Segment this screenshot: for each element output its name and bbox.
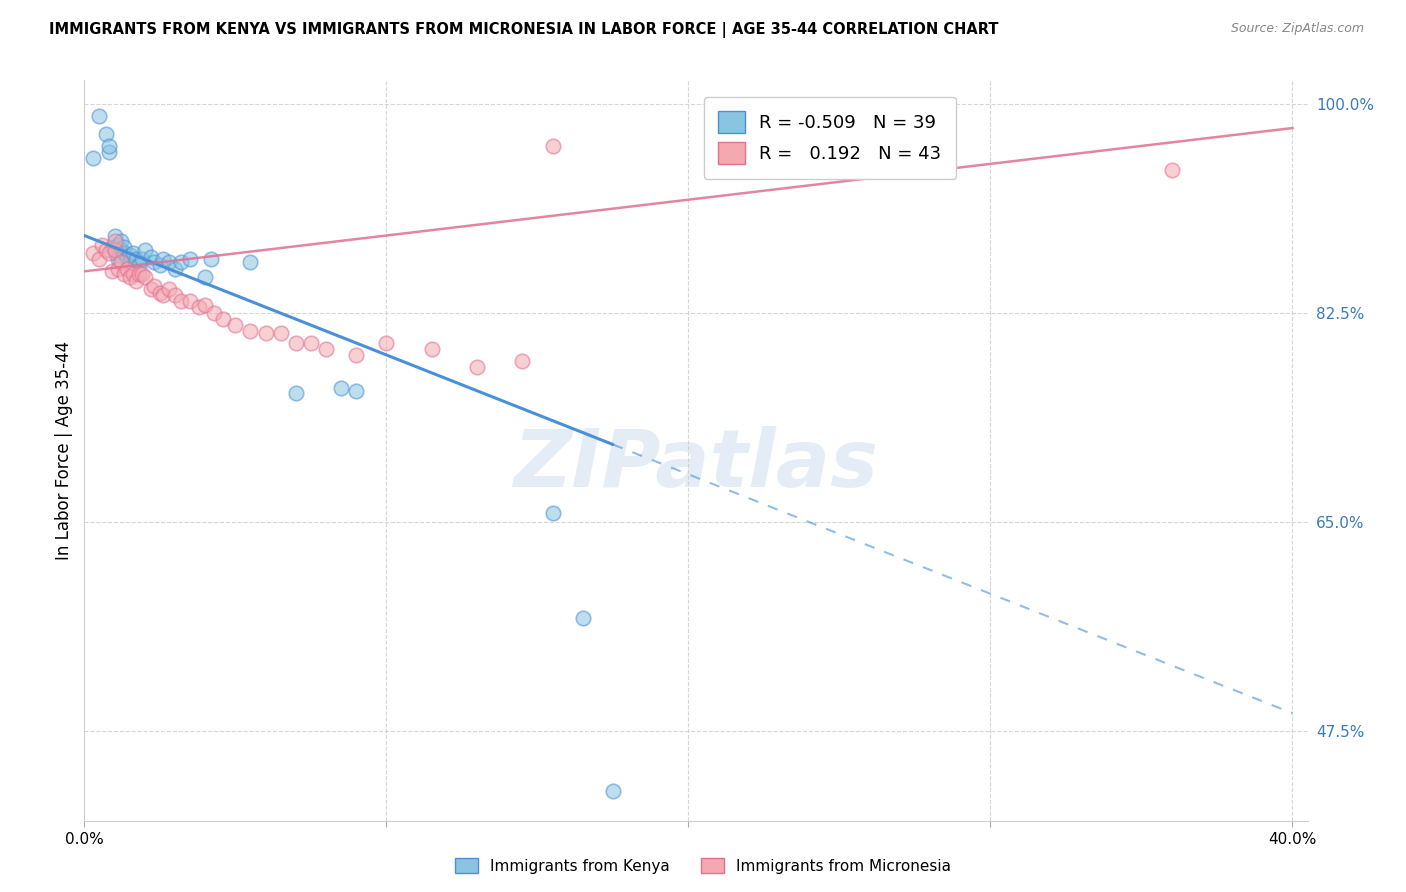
Legend: Immigrants from Kenya, Immigrants from Micronesia: Immigrants from Kenya, Immigrants from M… bbox=[449, 852, 957, 880]
Point bbox=[420, 342, 443, 356]
Point bbox=[163, 288, 186, 302]
Point bbox=[125, 274, 148, 288]
Point bbox=[134, 243, 156, 257]
Point bbox=[299, 336, 322, 351]
Point bbox=[254, 326, 277, 341]
Point bbox=[188, 300, 211, 314]
Point bbox=[157, 254, 180, 268]
Point bbox=[103, 228, 125, 243]
Point bbox=[100, 264, 122, 278]
Point bbox=[134, 270, 156, 285]
Point bbox=[82, 151, 104, 165]
Point bbox=[224, 318, 246, 332]
Point bbox=[94, 127, 117, 141]
Text: ZIPatlas: ZIPatlas bbox=[513, 426, 879, 504]
Point bbox=[110, 243, 132, 257]
Point bbox=[131, 252, 153, 267]
Point bbox=[142, 278, 165, 293]
Point bbox=[112, 267, 135, 281]
Point bbox=[541, 139, 564, 153]
Point bbox=[89, 252, 111, 267]
Point bbox=[152, 288, 174, 302]
Point bbox=[194, 270, 217, 285]
Point bbox=[330, 381, 353, 395]
Point bbox=[103, 243, 125, 257]
Point bbox=[157, 282, 180, 296]
Point bbox=[94, 243, 117, 257]
Point bbox=[571, 610, 593, 624]
Text: IMMIGRANTS FROM KENYA VS IMMIGRANTS FROM MICRONESIA IN LABOR FORCE | AGE 35-44 C: IMMIGRANTS FROM KENYA VS IMMIGRANTS FROM… bbox=[49, 22, 998, 38]
Point bbox=[465, 359, 488, 374]
Point bbox=[91, 238, 114, 252]
Point bbox=[97, 145, 120, 159]
Point bbox=[82, 246, 104, 260]
Point bbox=[179, 252, 201, 267]
Legend: R = -0.509   N = 39, R =   0.192   N = 43: R = -0.509 N = 39, R = 0.192 N = 43 bbox=[703, 96, 956, 178]
Point bbox=[121, 267, 143, 281]
Point bbox=[284, 386, 307, 401]
Point bbox=[97, 246, 120, 260]
Point bbox=[103, 235, 125, 249]
Point bbox=[344, 384, 367, 398]
Point bbox=[110, 235, 132, 249]
Point bbox=[239, 324, 262, 338]
Point bbox=[118, 247, 141, 261]
Point bbox=[194, 298, 217, 312]
Point bbox=[284, 336, 307, 351]
Point bbox=[115, 250, 138, 264]
Point bbox=[100, 240, 122, 254]
Point bbox=[375, 336, 398, 351]
Point bbox=[1160, 162, 1182, 177]
Point bbox=[118, 254, 141, 268]
Point bbox=[179, 294, 201, 309]
Point bbox=[344, 348, 367, 362]
Point bbox=[121, 246, 143, 260]
Point bbox=[128, 267, 150, 281]
Point bbox=[139, 250, 162, 264]
Point bbox=[107, 252, 129, 267]
Point bbox=[115, 262, 138, 277]
Point bbox=[112, 240, 135, 254]
Point bbox=[110, 254, 132, 268]
Point bbox=[239, 254, 262, 268]
Point bbox=[97, 139, 120, 153]
Point bbox=[541, 506, 564, 520]
Point bbox=[212, 312, 235, 326]
Point bbox=[152, 252, 174, 267]
Point bbox=[131, 267, 153, 281]
Point bbox=[510, 354, 533, 368]
Point bbox=[149, 285, 172, 300]
Y-axis label: In Labor Force | Age 35-44: In Labor Force | Age 35-44 bbox=[55, 341, 73, 560]
Point bbox=[107, 262, 129, 277]
Point bbox=[170, 294, 193, 309]
Point bbox=[200, 252, 222, 267]
Point bbox=[149, 259, 172, 273]
Point bbox=[118, 270, 141, 285]
Point bbox=[139, 282, 162, 296]
Point bbox=[142, 254, 165, 268]
Point bbox=[270, 326, 292, 341]
Point bbox=[125, 252, 148, 267]
Point bbox=[315, 342, 337, 356]
Point bbox=[107, 238, 129, 252]
Point bbox=[128, 259, 150, 273]
Point bbox=[103, 246, 125, 260]
Point bbox=[163, 262, 186, 277]
Text: Source: ZipAtlas.com: Source: ZipAtlas.com bbox=[1230, 22, 1364, 36]
Point bbox=[602, 784, 624, 798]
Point bbox=[202, 306, 225, 320]
Point bbox=[170, 254, 193, 268]
Point bbox=[112, 246, 135, 260]
Point bbox=[89, 109, 111, 123]
